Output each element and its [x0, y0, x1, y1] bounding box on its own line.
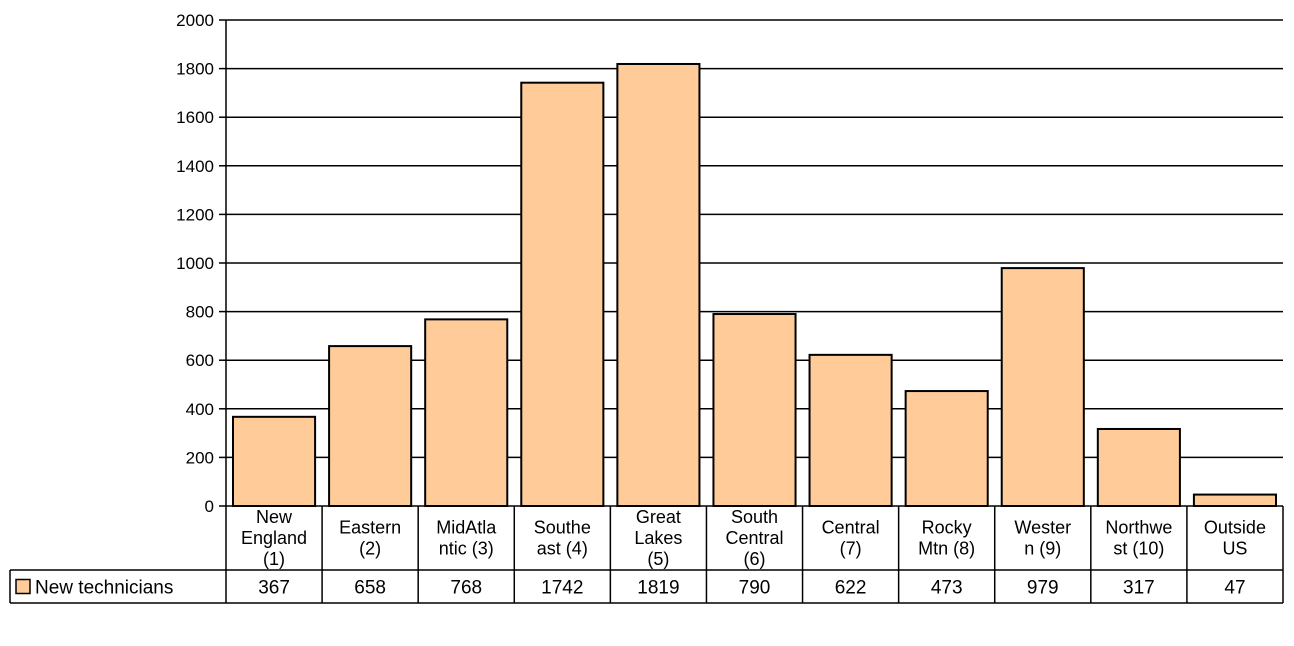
- y-tick-label: 200: [186, 448, 214, 467]
- bar: [1096, 427, 1181, 507]
- y-tick-label: 600: [186, 351, 214, 370]
- category-label-line: Lakes: [634, 528, 682, 548]
- category-label-line: (5): [647, 549, 669, 569]
- value-labels: 367 658 768 1742 1819 790 622 473 979 317 47: [258, 578, 1245, 599]
- category-label: Southe ast (4): [534, 518, 591, 559]
- category-label: Central (7): [822, 518, 880, 559]
- y-tick-label: 1600: [176, 108, 214, 127]
- category-label: Wester n (9): [1014, 518, 1071, 559]
- legend: New technicians: [15, 578, 173, 599]
- category-label-line: Outside: [1204, 518, 1266, 538]
- y-tick-label: 1200: [176, 205, 214, 224]
- legend-swatch: [15, 578, 31, 595]
- category-label-line: n (9): [1024, 539, 1061, 559]
- category-label-line: Mtn (8): [918, 539, 975, 559]
- value-label: 979: [1027, 578, 1059, 599]
- category-label: Northwe st (10): [1105, 518, 1172, 559]
- bar: [520, 81, 605, 507]
- category-label-line: ast (4): [537, 539, 588, 559]
- value-label: 367: [258, 578, 290, 599]
- category-label-line: Northwe: [1105, 518, 1172, 538]
- category-label-line: Central: [725, 528, 783, 548]
- y-tick-label: 0: [205, 497, 214, 516]
- y-tick-label: 1000: [176, 254, 214, 273]
- bar: [616, 62, 701, 507]
- value-label: 47: [1224, 578, 1245, 599]
- y-tick-labels: 0 200 400 600 800 1000 1200 1400 1600 1800 2000: [176, 11, 214, 516]
- data-table: [9, 506, 1284, 604]
- category-label-line: Southe: [534, 518, 591, 538]
- bar: [328, 345, 413, 507]
- category-label: New England (1): [241, 507, 307, 569]
- bar: [808, 353, 893, 507]
- bar: [232, 415, 317, 507]
- value-label: 658: [354, 578, 386, 599]
- category-label-line: England: [241, 528, 307, 548]
- y-tick-label: 1800: [176, 60, 214, 79]
- category-label-line: Rocky: [922, 518, 972, 538]
- category-label: MidAtla ntic (3): [436, 518, 497, 559]
- category-label-line: (1): [263, 549, 285, 569]
- bars: [232, 62, 1277, 508]
- category-label-line: (2): [359, 539, 381, 559]
- value-label: 473: [931, 578, 963, 599]
- category-labels: New England (1) Eastern (2) MidAtla ntic (3) So…: [241, 507, 1266, 569]
- bar: [1192, 493, 1277, 508]
- value-label: 317: [1123, 578, 1155, 599]
- value-label: 790: [739, 578, 771, 599]
- value-label: 1819: [637, 578, 679, 599]
- category-label-line: Wester: [1014, 518, 1071, 538]
- category-label-line: New: [256, 507, 293, 527]
- category-label-line: South: [731, 507, 778, 527]
- category-label: Outside US: [1204, 518, 1266, 559]
- category-label: Eastern (2): [339, 518, 401, 559]
- category-label-line: MidAtla: [436, 518, 497, 538]
- bar: [712, 313, 797, 507]
- category-label-line: ntic (3): [439, 539, 494, 559]
- category-label: South Central (6): [725, 507, 783, 569]
- category-label-line: (7): [840, 539, 862, 559]
- value-label: 768: [450, 578, 482, 599]
- category-label-line: Great: [636, 507, 681, 527]
- category-label-line: st (10): [1113, 539, 1164, 559]
- y-tick-label: 400: [186, 400, 214, 419]
- y-tick-label: 2000: [176, 11, 214, 30]
- legend-label: New technicians: [35, 578, 173, 599]
- bar: [1000, 267, 1085, 507]
- category-label: Great Lakes (5): [634, 507, 682, 569]
- bar: [904, 390, 989, 508]
- category-label-line: US: [1222, 539, 1247, 559]
- category-label: Rocky Mtn (8): [918, 518, 975, 559]
- bar: [424, 318, 509, 507]
- y-tick-label: 1400: [176, 157, 214, 176]
- axes: [219, 19, 1283, 507]
- y-tick-label: 800: [186, 303, 214, 322]
- category-label-line: Eastern: [339, 518, 401, 538]
- value-label: 622: [835, 578, 867, 599]
- category-label-line: (6): [744, 549, 766, 569]
- value-label: 1742: [541, 578, 583, 599]
- category-label-line: Central: [822, 518, 880, 538]
